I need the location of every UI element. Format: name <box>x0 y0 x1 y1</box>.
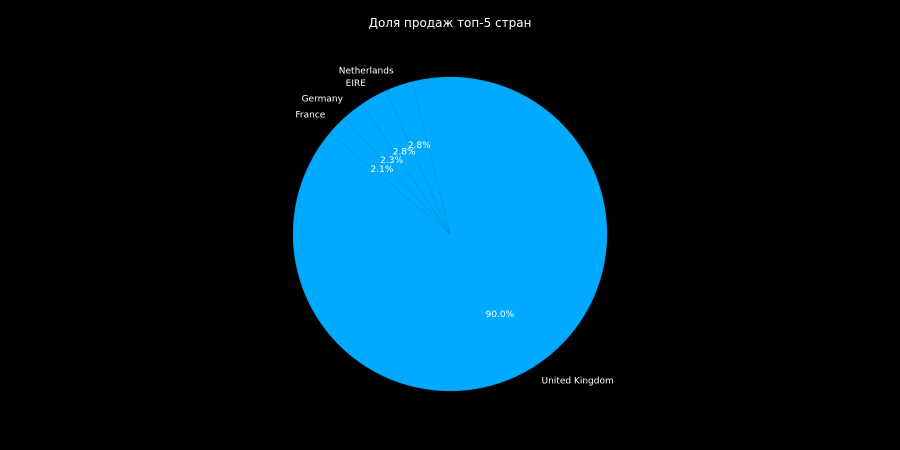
slice-percent-label: 2.1% <box>371 165 394 175</box>
pie-slice-france <box>329 117 451 235</box>
slice-label: Germany <box>302 94 344 104</box>
slice-label: France <box>295 111 325 121</box>
slice-percent-label: 2.3% <box>380 156 403 166</box>
slice-percent-label: 90.0% <box>486 310 515 320</box>
chart-title: Доля продаж топ-5 стран <box>369 16 532 30</box>
slice-percent-label: 2.8% <box>393 148 416 158</box>
slice-label: United Kingdom <box>542 376 614 386</box>
slice-percent-label: 2.8% <box>408 141 431 151</box>
slice-label: EIRE <box>346 79 367 89</box>
slice-label: Netherlands <box>339 67 394 77</box>
